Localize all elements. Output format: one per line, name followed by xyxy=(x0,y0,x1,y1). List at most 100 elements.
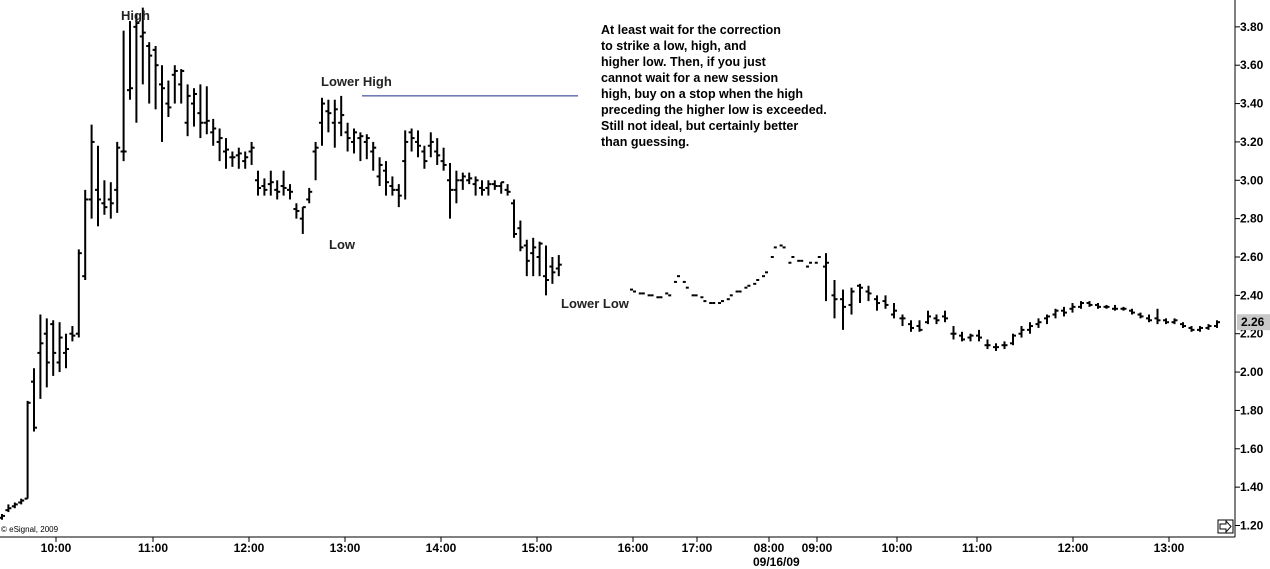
ohlc-bar xyxy=(530,237,537,277)
note-line: cannot wait for a new session xyxy=(601,71,778,85)
ohlc-bar xyxy=(1069,303,1076,313)
ohlc-bar xyxy=(472,176,479,196)
ohlc-bar xyxy=(1044,314,1050,325)
annotation-note: At least wait for the correction to strik… xyxy=(601,23,827,149)
ohlc-bar xyxy=(331,99,338,148)
ohlc-bar xyxy=(891,303,897,319)
ohlc-tick xyxy=(814,255,821,264)
ohlc-bar xyxy=(69,326,76,342)
ohlc-tick xyxy=(753,279,760,285)
ohlc-bar xyxy=(191,88,197,127)
x-tick-label: 15:00 xyxy=(522,541,553,555)
x-tick-label: 13:00 xyxy=(330,541,361,555)
x-tick-label: 17:00 xyxy=(682,541,713,555)
ohlc-bar xyxy=(993,343,999,351)
ohlc-bar xyxy=(536,241,543,277)
ohlc-bar xyxy=(159,65,165,142)
last-price-marker: 2.26 xyxy=(1237,314,1270,331)
copyright-label: © eSignal, 2009 xyxy=(1,525,59,534)
ohlc-bar xyxy=(1078,301,1084,309)
ohlc-bar xyxy=(216,128,223,162)
ohlc-bar xyxy=(165,80,172,117)
ohlc-bar xyxy=(967,333,974,342)
ohlc-bar xyxy=(925,310,931,325)
ohlc-tick xyxy=(665,292,672,297)
ohlc-bar xyxy=(383,161,389,196)
ohlc-bar xyxy=(274,180,281,200)
ohlc-bar xyxy=(1010,333,1016,346)
x-tick-label: 13:00 xyxy=(1154,541,1185,555)
y-tick-label: 3.20 xyxy=(1240,135,1264,149)
scroll-right-icon[interactable] xyxy=(1217,519,1234,534)
ohlc-bar xyxy=(56,322,63,373)
ohlc-bar xyxy=(1052,308,1059,319)
ohlc-bar xyxy=(916,320,923,332)
x-axis: 10:00 11:00 12:00 13:00 14:00 15:00 16:00 17:00… xyxy=(41,537,1185,555)
ohlc-bar xyxy=(120,30,127,162)
ohlc-bar xyxy=(267,170,274,196)
y-tick-label: 2.60 xyxy=(1240,250,1264,264)
ohlc-bar xyxy=(203,86,210,135)
ohlc-bar xyxy=(344,122,351,152)
note-line: higher low. Then, if you just xyxy=(601,55,767,69)
ohlc-bar xyxy=(293,203,300,219)
ohlc-bar xyxy=(63,333,69,369)
ohlc-bar xyxy=(1163,318,1169,325)
ohlc-bar xyxy=(1120,306,1127,311)
ohlc-bar xyxy=(152,46,159,110)
ohlc-bar xyxy=(11,502,18,509)
ohlc-bar xyxy=(338,95,345,137)
ohlc-bar xyxy=(1137,312,1144,319)
ohlc-bar xyxy=(933,314,940,325)
ohlc-tick xyxy=(770,246,777,258)
note-line: than guessing. xyxy=(601,135,689,149)
ohlc-bar xyxy=(1018,326,1025,338)
ohlc-bar xyxy=(1154,308,1161,325)
ohlc-bar xyxy=(555,255,562,277)
annotation-lower-high: Lower High xyxy=(321,74,392,89)
x-tick-label: 12:00 xyxy=(1058,541,1089,555)
ohlc-bar xyxy=(504,184,511,196)
y-tick-label: 1.40 xyxy=(1240,480,1264,494)
note-text: At least wait for the correction to strik… xyxy=(601,23,827,149)
ohlc-bar xyxy=(421,145,428,169)
ohlc-bar xyxy=(389,176,396,196)
ohlc-bar xyxy=(18,498,25,505)
ohlc-tick xyxy=(788,255,795,264)
ohlc-tick xyxy=(700,296,707,303)
y-tick-label: 3.60 xyxy=(1240,58,1264,72)
ohlc-bar xyxy=(223,138,229,169)
ohlc-bar xyxy=(1001,341,1008,350)
ohlc-bar xyxy=(498,181,505,194)
ohlc-bar xyxy=(459,172,466,190)
ohlc-bar xyxy=(31,368,37,432)
ohlc-bar xyxy=(95,145,101,227)
y-tick-label: 2.80 xyxy=(1240,212,1264,226)
ohlc-bar xyxy=(491,180,498,190)
ohlc-bar xyxy=(235,147,242,169)
ohlc-tick xyxy=(674,275,680,283)
ohlc-bar xyxy=(823,253,829,302)
ohlc-tick xyxy=(718,300,724,305)
ohlc-bar xyxy=(1197,326,1203,332)
ohlc-bar xyxy=(882,295,889,309)
ohlc-tick xyxy=(630,288,636,293)
ohlc-bar xyxy=(1027,322,1033,334)
annotation-lower-low: Lower Low xyxy=(561,296,630,311)
ohlc-bar xyxy=(82,189,89,281)
ohlc-bar xyxy=(357,132,364,162)
ohlc-bar xyxy=(549,256,556,284)
ohlc-bar xyxy=(1171,318,1178,325)
ohlc-bar xyxy=(408,128,415,152)
annotation-low: Low xyxy=(329,237,356,252)
ohlc-bar xyxy=(479,180,485,196)
x-tick-label: 10:00 xyxy=(41,541,72,555)
ohlc-bar xyxy=(306,187,313,204)
ohlc-bar xyxy=(312,141,319,181)
ohlc-bar xyxy=(959,331,965,342)
y-tick-label: 1.80 xyxy=(1240,403,1264,417)
ohlc-bar xyxy=(874,295,880,311)
ohlc-bar xyxy=(1103,304,1110,309)
y-axis: 1.20 1.40 1.60 1.80 2.00 2.20 2.40 2.60 2.80 3.00… xyxy=(1235,20,1264,532)
